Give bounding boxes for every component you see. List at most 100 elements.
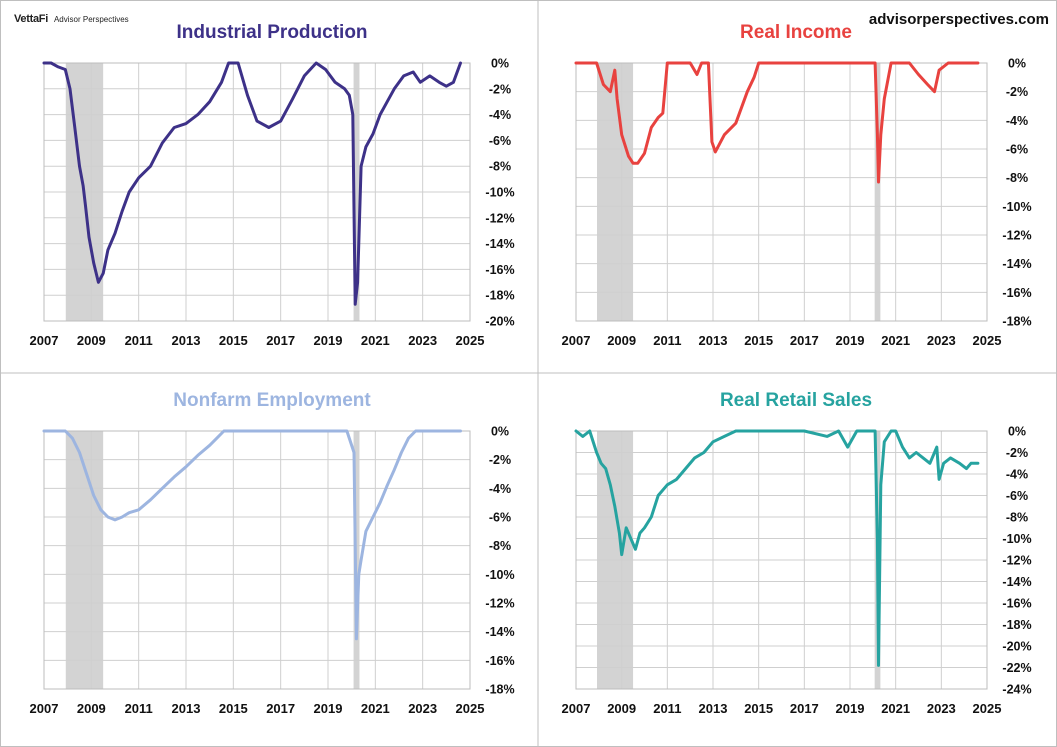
ne-series-line [42, 429, 462, 641]
rrs-x-tick-label: 2009 [607, 701, 636, 716]
ne-y-tick-label: -12% [485, 597, 514, 611]
ne-y-tick-label: -4% [489, 482, 511, 496]
ri-chart: Real Income 2007 2009 2011 2013 2015 2017 2019 2… [562, 22, 1032, 348]
brand-name: VettaFi [14, 13, 48, 25]
ne-plot-area [43, 430, 471, 690]
ri-x-tick-label: 2025 [973, 333, 1002, 348]
rrs-y-tick-label: -14% [1002, 575, 1031, 589]
rrs-x-tick-label: 2021 [881, 701, 910, 716]
rrs-y-tick-label: -18% [1002, 618, 1031, 632]
ip-plot-area [43, 62, 471, 322]
ri-plot-area [575, 62, 988, 322]
ne-y-tick-label: -14% [485, 625, 514, 639]
ri-x-tick-label: 2017 [790, 333, 819, 348]
rrs-x-tick-label: 2013 [699, 701, 728, 716]
ri-chart-title: Real Income [740, 22, 852, 43]
ip-chart-title: Industrial Production [176, 22, 367, 43]
ri-x-tick-label: 2019 [836, 333, 865, 348]
ri-y-tick-label: -16% [1002, 286, 1031, 300]
ip-y-tick-label: -18% [485, 289, 514, 303]
ri-recession-band-1 [874, 63, 881, 321]
ri-y-tick-label: -14% [1002, 257, 1031, 271]
ip-y-tick-label: -16% [485, 263, 514, 277]
ip-x-tick-label: 2007 [30, 333, 59, 348]
rrs-y-tick-label: 0% [1008, 425, 1026, 439]
brand-subtitle: Advisor Perspectives [53, 15, 129, 24]
rrs-y-tick-label: -8% [1006, 511, 1028, 525]
ip-x-tick-label: 2023 [408, 333, 437, 348]
rrs-y-tick-label: -20% [1002, 640, 1031, 654]
ne-chart-title: Nonfarm Employment [173, 390, 371, 411]
ip-x-tick-label: 2011 [125, 333, 153, 348]
ip-x-tick-label: 2021 [361, 333, 390, 348]
rrs-y-tick-label: -16% [1002, 597, 1031, 611]
ne-y-tick-label: -16% [485, 654, 514, 668]
ne-x-tick-label: 2019 [314, 701, 343, 716]
ri-y-tick-label: -8% [1006, 171, 1028, 185]
ri-y-tick-label: -6% [1006, 143, 1028, 157]
ip-y-tick-label: -12% [485, 211, 514, 225]
ip-y-tick-label: -10% [485, 186, 514, 200]
rrs-x-tick-label: 2015 [744, 701, 773, 716]
ri-y-tick-label: -10% [1002, 200, 1031, 214]
ip-x-tick-label: 2013 [172, 333, 201, 348]
ri-x-tick-label: 2009 [607, 333, 636, 348]
ri-x-tick-label: 2007 [562, 333, 591, 348]
rrs-y-tick-label: -10% [1002, 532, 1031, 546]
ne-x-tick-label: 2015 [219, 701, 248, 716]
ne-x-tick-label: 2021 [361, 701, 390, 716]
rrs-x-tick-label: 2025 [973, 701, 1002, 716]
rrs-chart-title: Real Retail Sales [720, 390, 872, 411]
ip-x-tick-label: 2019 [314, 333, 343, 348]
ri-x-tick-label: 2021 [881, 333, 910, 348]
ne-x-tick-label: 2023 [408, 701, 437, 716]
ip-y-tick-label: -6% [489, 134, 511, 148]
ip-y-tick-label: -8% [489, 160, 511, 174]
ne-y-tick-label: -8% [489, 539, 511, 553]
ri-y-tick-label: 0% [1008, 57, 1026, 71]
rrs-series-line [574, 429, 980, 667]
ri-x-tick-label: 2015 [744, 333, 773, 348]
ri-x-tick-label: 2013 [699, 333, 728, 348]
ri-series-line [574, 61, 980, 184]
ne-y-tick-label: 0% [491, 425, 509, 439]
ip-x-tick-label: 2009 [77, 333, 106, 348]
rrs-chart: Real Retail Sales 2007 2009 2011 2013 2015 201… [562, 390, 1032, 716]
ne-chart: Nonfarm Employment 2007 2009 2011 2013 2015 20… [30, 390, 515, 716]
rrs-x-tick-label: 2019 [836, 701, 865, 716]
rrs-y-tick-label: -4% [1006, 468, 1028, 482]
ip-y-tick-label: -20% [485, 315, 514, 329]
ne-recession-band-0 [65, 431, 104, 689]
ri-recession-band-0 [597, 63, 634, 321]
ri-y-tick-label: -4% [1006, 114, 1028, 128]
rrs-y-tick-label: -24% [1002, 683, 1031, 697]
ri-y-tick-label: -12% [1002, 229, 1031, 243]
ne-x-tick-label: 2017 [266, 701, 295, 716]
ne-x-tick-label: 2013 [172, 701, 201, 716]
ne-x-tick-label: 2007 [30, 701, 59, 716]
ip-y-tick-label: 0% [491, 57, 509, 71]
ne-y-tick-label: -2% [489, 453, 511, 467]
ri-x-tick-label: 2011 [653, 333, 681, 348]
ne-x-tick-label: 2025 [456, 701, 485, 716]
ip-y-tick-label: -4% [489, 108, 511, 122]
rrs-x-tick-label: 2011 [653, 701, 681, 716]
ip-y-tick-label: -2% [489, 82, 511, 96]
ne-y-tick-label: -18% [485, 683, 514, 697]
rrs-y-tick-label: -22% [1002, 661, 1031, 675]
site-url: advisorperspectives.com [868, 11, 1049, 28]
ip-x-tick-label: 2025 [456, 333, 485, 348]
rrs-x-tick-label: 2023 [927, 701, 956, 716]
ri-x-tick-label: 2023 [927, 333, 956, 348]
rrs-y-tick-label: -6% [1006, 489, 1028, 503]
rrs-y-tick-label: -12% [1002, 554, 1031, 568]
ne-y-tick-label: -10% [485, 568, 514, 582]
rrs-x-tick-label: 2017 [790, 701, 819, 716]
ip-x-tick-label: 2017 [266, 333, 295, 348]
rrs-x-tick-label: 2007 [562, 701, 591, 716]
ne-x-tick-label: 2009 [77, 701, 106, 716]
ri-y-tick-label: -18% [1002, 315, 1031, 329]
ip-x-tick-label: 2015 [219, 333, 248, 348]
